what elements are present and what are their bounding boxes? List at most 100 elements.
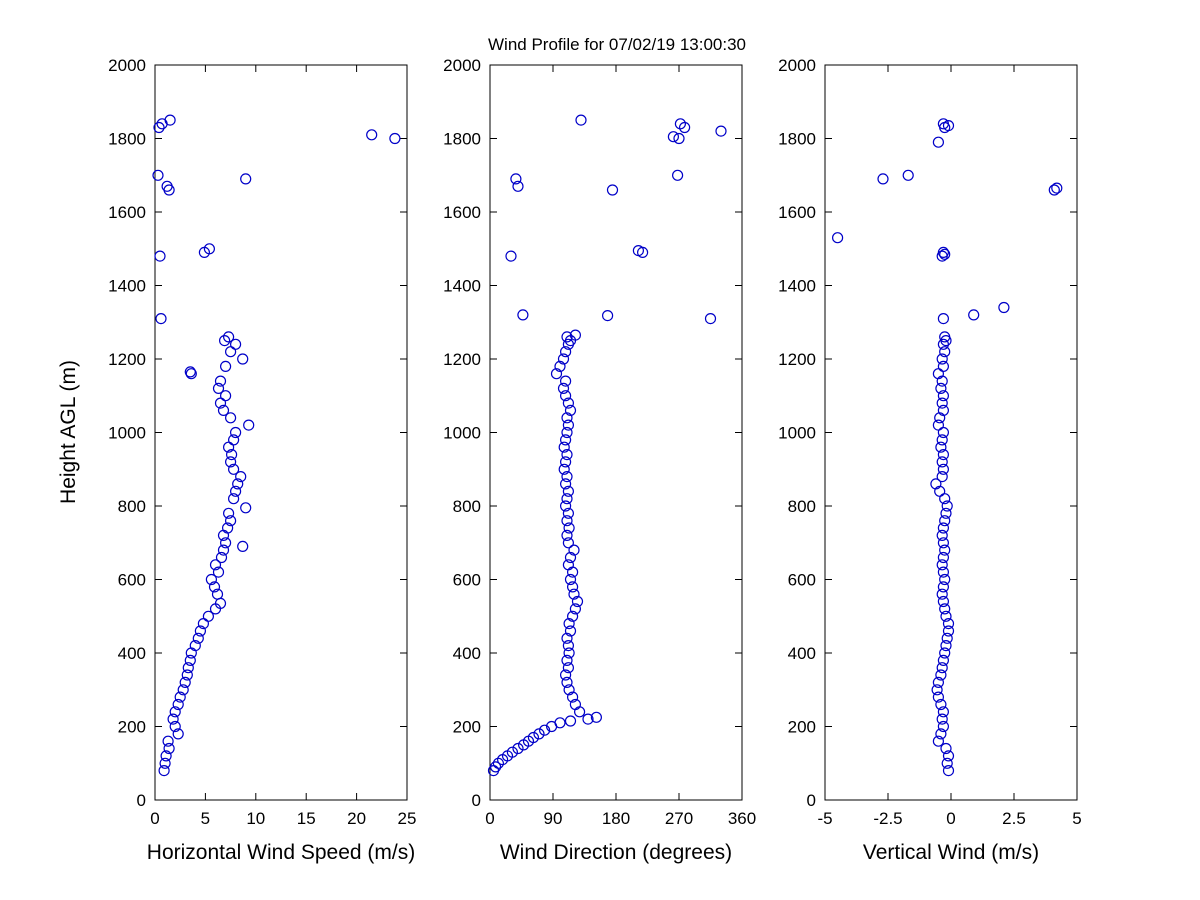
data-point-marker: [561, 676, 573, 689]
data-point-marker: [152, 169, 164, 181]
y-tick-label: 0: [807, 791, 816, 810]
data-point-marker: [937, 360, 950, 372]
y-tick-label: 1800: [778, 130, 816, 149]
data-point-marker: [184, 366, 196, 378]
data-point-marker: [606, 184, 619, 196]
x-tick-label: 270: [665, 809, 693, 828]
data-point-marker: [159, 757, 171, 769]
y-tick-label: 1000: [443, 424, 481, 443]
chart-title: Wind Profile for 07/02/19 13:00:30: [488, 35, 746, 54]
y-tick-label: 600: [118, 571, 146, 590]
x-tick-label: 90: [544, 809, 563, 828]
subplot-0: 0 5 10 15 20 25 0 200 400 600 800 1000 1200 1400 1600 1…: [108, 56, 416, 828]
data-point-marker: [562, 397, 575, 409]
data-point-marker: [219, 335, 231, 347]
data-point-marker: [559, 669, 572, 681]
x-tick-label: 0: [946, 809, 955, 828]
data-point-marker: [563, 522, 575, 534]
data-point-marker: [559, 500, 572, 512]
x-tick-label: 0: [150, 809, 159, 828]
y-tick-label: 2000: [778, 56, 816, 75]
data-point-marker: [182, 662, 194, 674]
data-point-marker: [389, 132, 401, 145]
data-point-marker: [559, 346, 572, 358]
data-point-marker: [704, 313, 717, 325]
data-point-marker: [932, 419, 945, 431]
data-point-marker: [228, 493, 240, 505]
data-point-marker: [167, 713, 179, 725]
data-point-marker: [941, 500, 953, 512]
x-tick-label: 20: [347, 809, 366, 828]
data-point-marker: [154, 250, 166, 262]
data-point-marker: [228, 463, 240, 475]
data-point-marker: [160, 750, 172, 762]
data-point-marker: [164, 114, 176, 126]
y-tick-label: 1400: [108, 277, 146, 296]
data-point-marker: [1048, 184, 1060, 196]
x-axis-label-direction: Wind Direction (degrees): [500, 841, 732, 864]
data-point-marker: [968, 309, 980, 321]
data-point-marker: [940, 507, 952, 519]
data-point-marker: [561, 331, 573, 343]
data-point-marker: [538, 724, 551, 736]
data-point-marker: [557, 382, 570, 394]
y-tick-label: 400: [788, 644, 816, 663]
data-point-marker: [939, 346, 951, 358]
data-point-marker: [937, 404, 950, 416]
y-tick-label: 200: [453, 718, 481, 737]
data-point-marker: [211, 588, 224, 600]
x-tick-label: 2.5: [1002, 809, 1026, 828]
data-point-marker: [939, 603, 951, 615]
data-point-marker: [563, 684, 575, 696]
data-point-marker: [942, 617, 955, 630]
data-point-marker: [527, 731, 540, 744]
data-point-marker: [932, 136, 945, 148]
data-point-marker: [230, 426, 242, 439]
data-point-marker: [937, 449, 950, 461]
y-tick-label: 1000: [108, 424, 146, 443]
data-point-marker: [940, 639, 952, 652]
data-point-marker: [533, 728, 545, 740]
y-tick-label: 1600: [778, 203, 816, 222]
data-point-marker: [174, 691, 186, 703]
y-tick-label: 600: [453, 571, 481, 590]
data-point-marker: [566, 581, 579, 593]
data-point-marker: [936, 434, 948, 446]
data-point-marker: [937, 537, 950, 549]
data-point-marker: [243, 419, 255, 431]
data-point-marker: [935, 382, 947, 394]
data-point-marker: [671, 169, 684, 181]
data-point-marker: [939, 544, 951, 556]
x-tick-label: 15: [297, 809, 316, 828]
data-point-marker: [235, 471, 247, 483]
data-point-marker: [569, 329, 582, 341]
data-point-marker: [674, 118, 687, 130]
data-point-marker: [562, 507, 575, 519]
data-point-marker: [935, 698, 947, 711]
data-point-marker: [673, 132, 685, 145]
y-tick-label: 800: [788, 497, 816, 516]
data-point-marker: [937, 706, 950, 718]
data-point-marker: [568, 544, 580, 556]
data-point-marker: [554, 360, 566, 372]
y-tick-label: 1600: [443, 203, 481, 222]
data-point-marker: [237, 540, 249, 553]
data-point-marker: [566, 691, 579, 703]
data-point-marker: [564, 573, 577, 586]
data-point-marker: [563, 647, 575, 659]
data-point-marker: [715, 125, 727, 137]
data-point-marker: [877, 173, 889, 185]
data-point-marker: [161, 180, 173, 192]
data-point-marker: [184, 654, 196, 667]
data-point-marker: [559, 434, 572, 446]
data-point-marker: [930, 478, 942, 490]
data-point-marker: [559, 390, 572, 402]
data-point-marker: [937, 463, 950, 475]
data-point-marker: [940, 742, 952, 755]
data-point-marker: [939, 248, 951, 260]
subplot-2: -5 -2.5 0 2.5 5 0 200 400 600 800 1000 1200 1400 1600…: [778, 56, 1082, 828]
y-tick-label: 600: [788, 571, 816, 590]
data-point-marker: [1051, 182, 1063, 194]
data-point-marker: [563, 617, 575, 630]
data-point-marker: [212, 566, 225, 578]
